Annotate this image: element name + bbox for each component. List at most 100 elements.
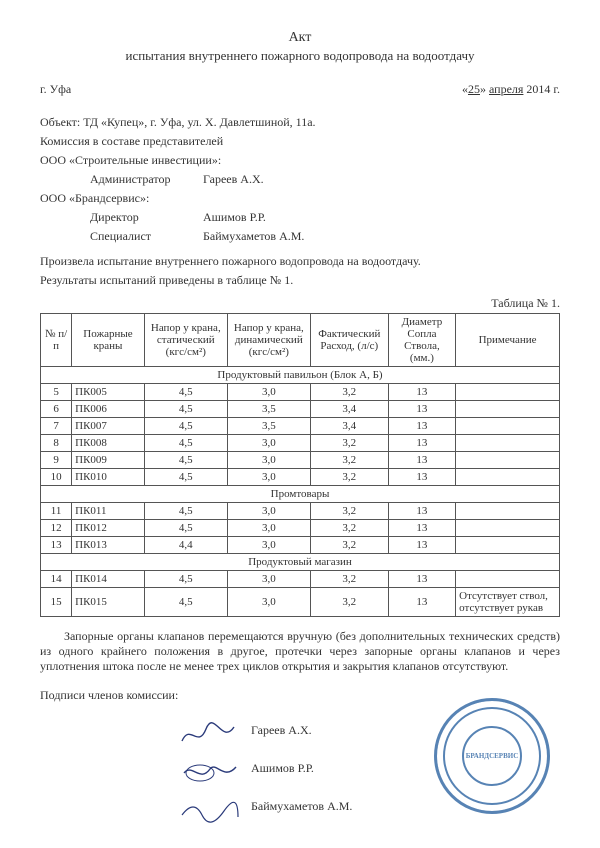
proiz-line2: Результаты испытаний приведены в таблице… [40,273,560,288]
table-cell: 9 [41,452,72,469]
footer-paragraph: Запорные органы клапанов перемещаются вр… [40,629,560,674]
table-row: 13ПК0134,43,03,213 [41,537,560,554]
signature-icon [180,721,240,741]
table-cell: 14 [41,571,72,588]
table-cell: 6 [41,401,72,418]
doc-title-2: испытания внутреннего пожарного водопров… [40,48,560,64]
date: «25» апреля 2014 г. [462,82,560,97]
table-cell [456,469,560,486]
table-row: 6ПК0064,53,53,413 [41,401,560,418]
table-cell: 13 [388,588,455,617]
table-cell: 4,5 [144,418,227,435]
table-cell: 3,5 [227,401,310,418]
table-cell: 13 [388,418,455,435]
table-cell: 3,4 [310,418,388,435]
org2: ООО «Брандсервис»: [40,191,560,206]
th-static: Напор у крана, статический (кгс/см²) [144,314,227,367]
table-cell: ПК008 [72,435,145,452]
table-cell [456,418,560,435]
table-cell: ПК006 [72,401,145,418]
table-cell: 8 [41,435,72,452]
table-cell: 13 [388,452,455,469]
table-cell: 13 [388,520,455,537]
table-cell: 12 [41,520,72,537]
results-table: № п/п Пожарные краны Напор у крана, стат… [40,313,560,617]
table-header-row: № п/п Пожарные краны Напор у крана, стат… [41,314,560,367]
doc-title-1: Акт [40,30,560,46]
signature-icon [180,797,240,817]
table-cell: 3,2 [310,571,388,588]
table-cell: 13 [388,435,455,452]
stamp-text: БРАНДСЕРВИС [462,726,522,786]
table-cell: ПК007 [72,418,145,435]
table-cell: 4,5 [144,469,227,486]
table-section-row: Промтовары [41,486,560,503]
table-cell: 11 [41,503,72,520]
table-cell [456,401,560,418]
table-cell: 3,2 [310,588,388,617]
table-cell: 3,2 [310,503,388,520]
table-cell: ПК010 [72,469,145,486]
table-cell [456,537,560,554]
org1-role: Администратор [90,172,200,187]
table-cell: 15 [41,588,72,617]
table-section-row: Продуктовый павильон (Блок А, Б) [41,367,560,384]
table-row: 8ПК0084,53,03,213 [41,435,560,452]
table-label: Таблица № 1. [40,296,560,311]
table-cell [456,452,560,469]
table-cell: 4,5 [144,520,227,537]
table-cell: ПК011 [72,503,145,520]
signature-area: Подписи членов комиссии: Гареев А.Х. Аши… [40,688,560,818]
table-cell [456,384,560,401]
table-cell: 4,5 [144,435,227,452]
table-cell: 3,0 [227,571,310,588]
table-cell: 4,5 [144,384,227,401]
table-cell: 3,0 [227,537,310,554]
proiz-line1: Произвела испытание внутреннего пожарног… [40,254,560,269]
table-cell: 4,5 [144,401,227,418]
table-cell: ПК009 [72,452,145,469]
table-row: 12ПК0124,53,03,213 [41,520,560,537]
table-cell: 13 [388,401,455,418]
table-cell: 3,0 [227,452,310,469]
th-dynamic: Напор у крана, динамический (кгс/см²) [227,314,310,367]
signature-icon [180,759,240,779]
table-cell: 7 [41,418,72,435]
org2-name2: Баймухаметов А.М. [203,229,304,244]
stamp-icon: БРАНДСЕРВИС [434,698,550,814]
table-cell: 13 [388,384,455,401]
table-cell: ПК013 [72,537,145,554]
org2-name1: Ашимов Р.Р. [203,210,266,225]
table-cell: ПК015 [72,588,145,617]
table-section-row: Продуктовый магазин [41,554,560,571]
table-cell: 3,2 [310,469,388,486]
table-cell [456,503,560,520]
table-row: 10ПК0104,53,03,213 [41,469,560,486]
table-row: 11ПК0114,53,03,213 [41,503,560,520]
table-row: 7ПК0074,53,53,413 [41,418,560,435]
table-cell: ПК014 [72,571,145,588]
table-cell: 3,0 [227,503,310,520]
object-line: Объект: ТД «Купец», г. Уфа, ул. Х. Давле… [40,115,560,130]
table-row: 14ПК0144,53,03,213 [41,571,560,588]
th-flow: Фактический Расход, (л/с) [310,314,388,367]
org1: ООО «Строительные инвестиции»: [40,153,560,168]
th-crane: Пожарные краны [72,314,145,367]
table-row: 5ПК0054,53,03,213 [41,384,560,401]
table-cell: 3,0 [227,469,310,486]
table-cell: 13 [388,469,455,486]
city: г. Уфа [40,82,71,97]
table-cell: 3,5 [227,418,310,435]
table-row: 15ПК0154,53,03,213Отсутствует ствол, отс… [41,588,560,617]
table-cell: 3,0 [227,520,310,537]
table-cell: 5 [41,384,72,401]
table-cell: 4,5 [144,503,227,520]
org2-role2: Специалист [90,229,200,244]
sig-name-3: Баймухаметов А.М. [251,799,352,813]
table-cell: 3,0 [227,384,310,401]
table-cell: 13 [388,571,455,588]
table-cell: 3,2 [310,435,388,452]
table-cell: 4,4 [144,537,227,554]
table-cell: 3,2 [310,537,388,554]
table-cell: ПК012 [72,520,145,537]
